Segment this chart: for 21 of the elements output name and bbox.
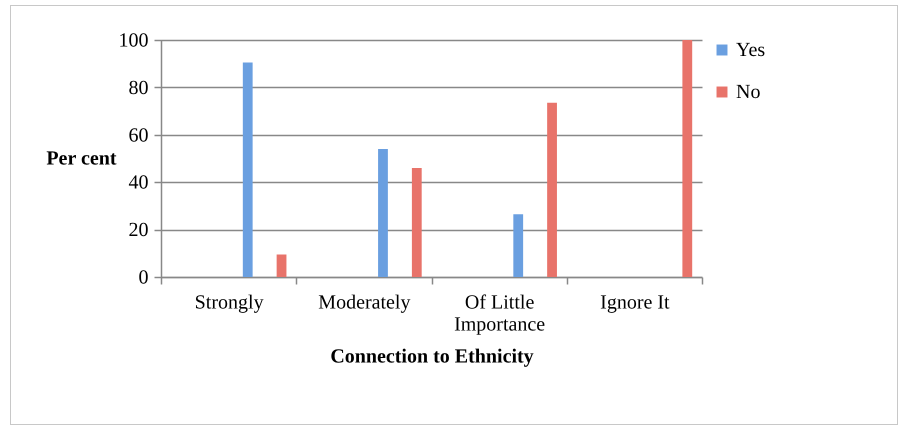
y-tick-label: 0 [138,266,148,288]
x-tick-label: Strongly [194,292,264,314]
bar [276,254,286,277]
y-tick-label: 60 [128,124,148,146]
y-tick-label: 20 [128,219,148,242]
x-tick-label: Of Little Importance [454,292,546,336]
x-tick-label: Ignore It [600,292,670,314]
x-tick-label: Moderately [318,292,410,314]
y-axis-title: Per cent [46,148,117,170]
y-tick-label: 40 [128,172,148,194]
bar [412,168,422,277]
y-tick-label: 80 [128,76,148,99]
bar [547,102,557,277]
x-axis-title: Connection to Ethnicity [330,346,534,368]
legend-label: Yes [736,39,766,61]
bar [378,149,388,277]
bar [513,214,524,277]
bar [682,40,692,277]
legend-label: No [736,81,760,103]
y-tick-label: 100 [118,30,148,52]
bar [242,62,253,277]
